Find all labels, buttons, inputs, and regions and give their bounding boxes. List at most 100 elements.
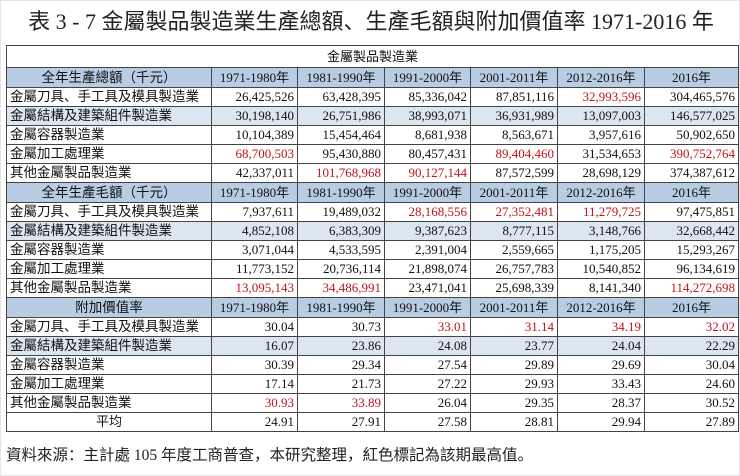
- value-cell: 25,698,339: [470, 278, 558, 298]
- section-header-row: 全年生產毛額（千元） 1971-1980年 1981-1990年 1991-2000年…: [6, 182, 740, 203]
- value-cell: 2,559,665: [470, 240, 558, 260]
- value-cell: 27,352,481: [470, 202, 558, 222]
- value-cell: 10,104,389: [211, 125, 298, 145]
- table-row: 金屬容器製造業 3,071,044 4,533,595 2,391,004 2,559,…: [6, 240, 740, 260]
- average-label: 平均: [6, 412, 212, 432]
- value-cell: 32,668,442: [643, 221, 740, 241]
- value-cell: 28,698,129: [557, 163, 645, 183]
- section-label: 附加價值率: [6, 297, 212, 318]
- table-row: 金屬加工處理業 11,773,152 20,736,114 21,898,074 26,…: [6, 259, 740, 279]
- industry-name: 金屬加工處理業: [6, 259, 212, 279]
- period-header: 1981-1990年: [297, 182, 385, 203]
- table-row: 其他金屬製品製造業 42,337,011 101,768,968 90,127,144…: [6, 163, 740, 183]
- value-cell: 33.43: [557, 374, 645, 394]
- value-cell: 31.14: [470, 317, 558, 337]
- value-cell: 33.01: [384, 317, 471, 337]
- value-cell: 7,937,611: [211, 202, 298, 222]
- period-header: 2016年: [643, 182, 740, 203]
- value-cell: 38,993,071: [384, 106, 471, 126]
- value-cell: 10,540,852: [557, 259, 645, 279]
- period-header: 1981-1990年: [297, 67, 385, 88]
- value-cell: 87,851,116: [470, 87, 558, 107]
- section-label: 全年生產毛額（千元）: [6, 182, 212, 203]
- period-header: 1991-2000年: [384, 67, 471, 88]
- value-cell: 8,777,115: [470, 221, 558, 241]
- value-cell: 95,430,880: [297, 144, 385, 164]
- value-cell: 26.04: [384, 393, 471, 413]
- table-row: 金屬刀具、手工具及模具製造業 26,425,526 63,428,395 85,336…: [6, 87, 740, 107]
- table-row: 金屬結構及建築組件製造業 30,198,140 26,751,986 38,993,0…: [6, 106, 740, 126]
- average-value: 28.81: [470, 412, 558, 432]
- value-cell: 24.08: [384, 336, 471, 356]
- value-cell: 27.54: [384, 355, 471, 375]
- value-cell: 21,898,074: [384, 259, 471, 279]
- value-cell: 32,993,596: [557, 87, 645, 107]
- value-cell: 87,572,599: [470, 163, 558, 183]
- value-cell: 63,428,395: [297, 87, 385, 107]
- value-cell: 97,475,851: [643, 202, 740, 222]
- value-cell: 42,337,011: [211, 163, 298, 183]
- value-cell: 4,533,595: [297, 240, 385, 260]
- value-cell: 90,127,144: [384, 163, 471, 183]
- value-cell: 30.52: [643, 393, 740, 413]
- value-cell: 17.14: [211, 374, 298, 394]
- value-cell: 19,489,032: [297, 202, 385, 222]
- value-cell: 13,097,003: [557, 106, 645, 126]
- industry-name: 金屬容器製造業: [6, 240, 212, 260]
- value-cell: 36,931,989: [470, 106, 558, 126]
- value-cell: 30.04: [211, 317, 298, 337]
- value-cell: 11,279,725: [557, 202, 645, 222]
- value-cell: 8,563,671: [470, 125, 558, 145]
- value-cell: 114,272,698: [643, 278, 740, 298]
- value-cell: 15,454,464: [297, 125, 385, 145]
- value-cell: 68,700,503: [211, 144, 298, 164]
- value-cell: 29.69: [557, 355, 645, 375]
- value-cell: 15,293,267: [643, 240, 740, 260]
- industry-name: 其他金屬製品製造業: [6, 393, 212, 413]
- value-cell: 29.89: [470, 355, 558, 375]
- value-cell: 11,773,152: [211, 259, 298, 279]
- period-header: 1971-1980年: [211, 67, 298, 88]
- industry-name: 金屬刀具、手工具及模具製造業: [6, 202, 212, 222]
- value-cell: 4,852,108: [211, 221, 298, 241]
- table-row: 金屬加工處理業 17.14 21.73 27.22 29.93 33.43 24.60: [6, 374, 740, 394]
- value-cell: 29.93: [470, 374, 558, 394]
- value-cell: 23.77: [470, 336, 558, 356]
- value-cell: 374,387,612: [643, 163, 740, 183]
- value-cell: 101,768,968: [297, 163, 385, 183]
- period-header: 1981-1990年: [297, 297, 385, 318]
- value-cell: 9,387,623: [384, 221, 471, 241]
- section-label: 全年生產總額（千元）: [6, 67, 212, 88]
- industry-name: 金屬加工處理業: [6, 144, 212, 164]
- value-cell: 34,486,991: [297, 278, 385, 298]
- average-value: 27.91: [297, 412, 385, 432]
- table-row: 金屬容器製造業 30.39 29.34 27.54 29.89 29.69 30.04: [6, 355, 740, 375]
- value-cell: 24.60: [643, 374, 740, 394]
- value-cell: 27.22: [384, 374, 471, 394]
- value-cell: 28,168,556: [384, 202, 471, 222]
- value-cell: 29.35: [470, 393, 558, 413]
- value-cell: 304,465,576: [643, 87, 740, 107]
- average-value: 24.91: [211, 412, 298, 432]
- table-caption: 金屬製品製造業: [5, 45, 740, 68]
- value-cell: 31,534,653: [557, 144, 645, 164]
- industry-name: 其他金屬製品製造業: [6, 163, 212, 183]
- value-cell: 22.29: [643, 336, 740, 356]
- period-header: 1971-1980年: [211, 297, 298, 318]
- period-header: 2001-2011年: [470, 297, 558, 318]
- section-header-row: 附加價值率 1971-1980年 1981-1990年 1991-2000年 2001-…: [6, 297, 740, 318]
- value-cell: 32.02: [643, 317, 740, 337]
- value-cell: 26,425,526: [211, 87, 298, 107]
- value-cell: 2,391,004: [384, 240, 471, 260]
- period-header: 2001-2011年: [470, 67, 558, 88]
- value-cell: 390,752,764: [643, 144, 740, 164]
- average-value: 29.94: [557, 412, 645, 432]
- metal-products-table: 金屬製品製造業 全年生產總額（千元） 1971-1980年 1981-1990年 19…: [5, 45, 740, 432]
- industry-name: 其他金屬製品製造業: [6, 278, 212, 298]
- value-cell: 23,471,041: [384, 278, 471, 298]
- value-cell: 16.07: [211, 336, 298, 356]
- industry-name: 金屬加工處理業: [6, 374, 212, 394]
- table-row: 金屬容器製造業 10,104,389 15,454,464 8,681,938 8,56…: [6, 125, 740, 145]
- period-header: 1971-1980年: [211, 182, 298, 203]
- industry-name: 金屬刀具、手工具及模具製造業: [6, 317, 212, 337]
